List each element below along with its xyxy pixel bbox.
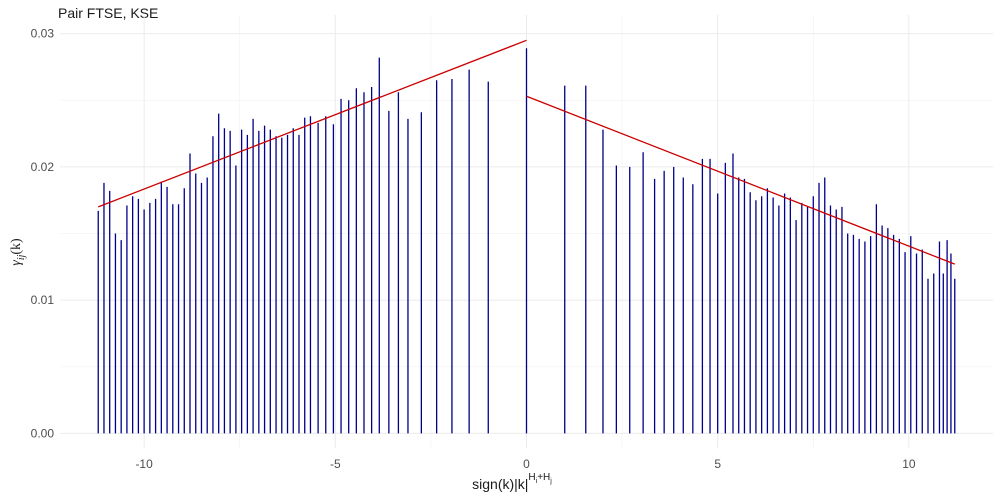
y-tick-label: 0.02 (31, 160, 55, 174)
svg-text:sign(k)|k|Hi+Hj: sign(k)|k|Hi+Hj (472, 472, 552, 492)
chart-title: Pair FTSE, KSE (58, 5, 158, 21)
bar-series (97, 48, 956, 434)
y-axis-label-gamma: γ (9, 260, 24, 266)
x-axis-ticks: -10 -5 0 5 10 (135, 457, 915, 471)
svg-text:γij(k): γij(k) (9, 238, 27, 266)
x-tick-label: 0 (523, 457, 530, 471)
y-axis-label-sub: ij (16, 254, 27, 260)
x-tick-label: -10 (135, 457, 153, 471)
x-tick-label: -5 (330, 457, 341, 471)
x-axis-label-exp-sub-j: j (549, 478, 552, 485)
y-axis-label: γij(k) (9, 238, 27, 266)
y-tick-label: 0.03 (31, 27, 55, 41)
x-axis-label-base: sign(k)|k| (472, 476, 528, 492)
x-tick-label: 5 (714, 457, 721, 471)
x-axis-label-exp-sub-i: i (536, 478, 538, 485)
fit-lines (98, 39, 955, 265)
y-axis-ticks: 0.00 0.01 0.02 0.03 (31, 27, 55, 441)
y-tick-label: 0.00 (31, 426, 55, 440)
x-axis-label-exp-plus: +H (537, 472, 550, 483)
fit-line (526, 95, 955, 265)
y-tick-label: 0.01 (31, 293, 55, 307)
x-axis-label: sign(k)|k|Hi+Hj (472, 472, 552, 492)
x-axis-label-exp: H (528, 472, 535, 483)
x-tick-label: 10 (902, 457, 916, 471)
y-axis-label-arg: (k) (9, 238, 24, 255)
fit-line (98, 39, 527, 208)
